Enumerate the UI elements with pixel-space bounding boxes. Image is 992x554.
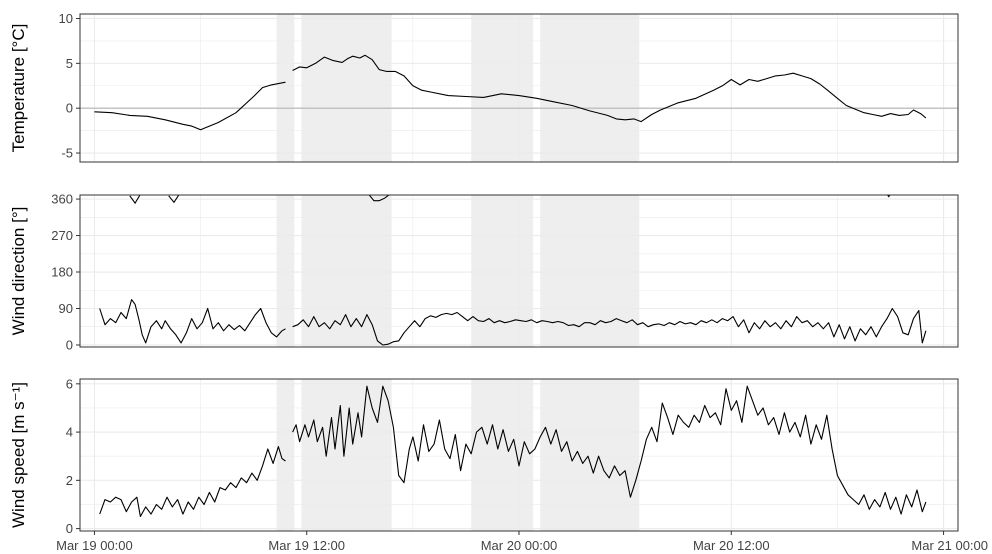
series-line (292, 307, 927, 346)
series-line (292, 385, 927, 515)
panel-border (79, 194, 959, 348)
shaded-period (301, 379, 392, 531)
shaded-period (471, 379, 534, 531)
shaded-period (471, 195, 534, 347)
shaded-period (540, 14, 640, 162)
y-tick-label: 4 (66, 425, 73, 440)
x-tick-label: Mar 19 12:00 (268, 538, 345, 553)
shaded-period (301, 195, 392, 347)
y-tick-label: 0 (66, 337, 73, 352)
y-tick-label: 0 (66, 101, 73, 116)
shaded-period (276, 14, 295, 162)
y-axis-title: Wind direction [°] (9, 207, 28, 336)
shaded-period (540, 379, 640, 531)
x-tick-label: Mar 20 12:00 (693, 538, 770, 553)
y-axis-title: Temperature [°C] (9, 24, 28, 153)
y-axis-titles: Temperature [°C] Wind direction [°] Wind s… (9, 24, 28, 528)
wind-direction-panel: 0 90 180 270 360 (51, 192, 959, 352)
series-group (99, 195, 927, 346)
y-tick-label: 90 (59, 301, 73, 316)
series-line-wrap (129, 195, 141, 205)
y-tick-label: 2 (66, 473, 73, 488)
y-axis-title: Wind speed [m s⁻¹] (9, 382, 28, 528)
y-tick-label: 0 (66, 521, 73, 536)
x-axis: Mar 19 00:00 Mar 19 12:00 Mar 20 00:00 Mar … (56, 531, 988, 553)
y-tick-label: 10 (59, 11, 73, 26)
series-group (94, 54, 927, 131)
x-tick-label: Mar 20 00:00 (481, 538, 558, 553)
y-tick-label: 5 (66, 56, 73, 71)
shaded-period (471, 14, 534, 162)
y-tick-label: 360 (51, 192, 73, 207)
series-line (94, 81, 286, 131)
series-line-wrap (886, 195, 891, 198)
series-line (99, 446, 286, 518)
x-tick-label: Mar 21 00:00 (911, 538, 988, 553)
shaded-period (276, 379, 295, 531)
wind-speed-panel: 0 2 4 6 (66, 376, 959, 536)
y-tick-label: 270 (51, 228, 73, 243)
y-tick-label: 180 (51, 265, 73, 280)
series-line-wrap (168, 195, 180, 204)
y-tick-label: 6 (66, 376, 73, 391)
temperature-panel: -5 0 5 10 (59, 11, 959, 163)
series-group (99, 385, 927, 518)
series-line (292, 54, 927, 123)
series-line (99, 299, 286, 344)
shaded-period (276, 195, 295, 347)
x-tick-label: Mar 19 00:00 (56, 538, 133, 553)
shaded-period (301, 14, 392, 162)
y-tick-label: -5 (61, 146, 73, 161)
series-line-wrap (368, 195, 390, 202)
panel-border (79, 13, 959, 163)
shaded-period (540, 195, 640, 347)
